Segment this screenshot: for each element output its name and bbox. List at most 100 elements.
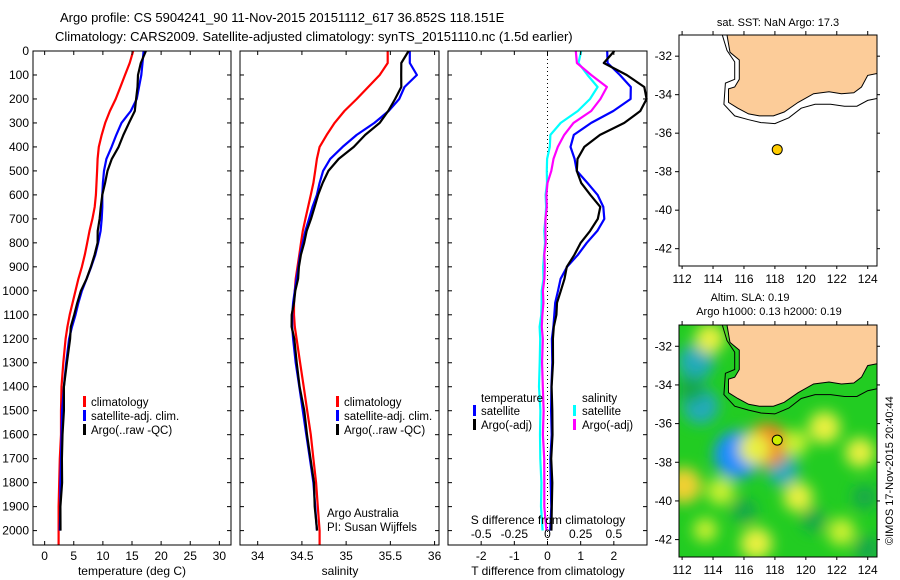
xtick2-label: -0.5: [471, 527, 492, 541]
difference-xlabel-temperature: T difference from climatology: [471, 564, 625, 578]
xtick-label: 34: [251, 549, 265, 563]
ytick-label: 1100: [3, 308, 29, 322]
ytick-label: 900: [9, 260, 29, 274]
xtick2-label: -0.25: [501, 527, 529, 541]
sla-anomaly-blob: [740, 527, 773, 557]
temperature-ticks: 0100200300400500600700800900100011001200…: [2, 44, 231, 563]
xtick-label: 2: [610, 549, 617, 563]
series-line-climatology: [292, 51, 389, 545]
ytick-label: 300: [9, 116, 29, 130]
argo-float-marker: [771, 434, 783, 446]
map-xtick-label: 122: [827, 563, 847, 577]
series-line-argo-raw-qc-: [290, 50, 410, 531]
legend-swatch-climatology: [83, 396, 86, 407]
ytick-label: 1600: [2, 428, 29, 442]
ytick-label: 1400: [2, 380, 29, 394]
series-line-salinity-argo-adj-: [540, 50, 609, 531]
map-ytick-label: -32: [655, 49, 673, 63]
salinity-legend: climatology satellite-adj. clim. Argo(..…: [336, 396, 432, 437]
map-ytick-label: -40: [655, 494, 673, 508]
ytick-label: 1000: [2, 284, 29, 298]
map-xtick-label: 124: [858, 563, 878, 577]
sla-anomaly-blob: [781, 429, 809, 457]
temperature-lines: [57, 50, 147, 545]
ytick-label: 800: [9, 236, 29, 250]
salinity-panel: 34 34.5 35 35.5 36 salinity climatology sate…: [239, 50, 442, 578]
annotation-pi: PI: Susan Wijffels: [327, 522, 417, 534]
ytick-label: 500: [9, 164, 29, 178]
sla-map-title: Altim. SLA: 0.19: [711, 292, 790, 304]
legend-label-satellite: satellite-adj. clim.: [91, 411, 179, 423]
map-ytick-label: -42: [655, 242, 673, 256]
temperature-panel: 0100200300400500600700800900100011001200…: [2, 44, 232, 578]
sla-anomaly-blob: [827, 517, 856, 546]
sla-anomaly-blob: [731, 498, 757, 523]
xtick-label: -2: [476, 549, 487, 563]
sla-map-ticks: 112 114 116 118 120 122 124 -32 -34 -36 -38 -40 -42: [655, 321, 880, 577]
sla-anomaly-blob: [783, 482, 813, 512]
xtick2-label: 0.25: [569, 527, 593, 541]
ytick-label: 1200: [2, 332, 29, 346]
xtick2-label: 0: [544, 527, 551, 541]
ytick-label: 1700: [2, 452, 29, 466]
sla-anomaly-blob: [679, 467, 702, 504]
sla-map-subtitle: Argo h1000: 0.13 h2000: 0.19: [696, 306, 842, 318]
legend-label-climatology: climatology: [344, 397, 402, 409]
map-ytick-label: -38: [655, 455, 673, 469]
sla-anomaly-blob: [706, 477, 735, 506]
ytick-label: 2000: [2, 524, 29, 538]
sst-map-ticks: 112 114 116 118 120 122 124 -32 -34 -36 -38 -40 -42: [655, 31, 880, 286]
sst-map-box: [678, 34, 878, 267]
sla-map-area: [679, 325, 877, 557]
xtick2-label: 0.5: [605, 527, 622, 541]
sla-anomaly-blob: [808, 411, 841, 444]
argo-float-marker: [771, 144, 783, 156]
salinity-xlabel: salinity: [322, 564, 359, 578]
shelf-contour: [721, 325, 877, 415]
ytick-label: 1500: [2, 404, 29, 418]
ytick-label: 1300: [2, 356, 29, 370]
ytick-label: 600: [9, 188, 29, 202]
sla-anomaly-blob: [679, 343, 715, 380]
xtick-label: 5: [70, 549, 77, 563]
legend-swatch-sal-argo: [573, 419, 576, 430]
annotation-program: Argo Australia: [327, 508, 399, 520]
legend-swatch-satellite: [336, 410, 339, 421]
legend-label-temp-argo: Argo(-adj): [481, 420, 532, 432]
xtick-label: 10: [96, 549, 110, 563]
map-xtick-label: 118: [765, 272, 784, 286]
map-ytick-label: -34: [655, 378, 673, 392]
sla-anomaly-blob: [854, 536, 877, 557]
legend-label-sal-argo: Argo(-adj): [582, 420, 633, 432]
sla-anomaly-blob: [801, 508, 826, 533]
map-xtick-label: 120: [796, 272, 816, 286]
salinity-ticks: 34 34.5 35 35.5 36: [240, 50, 442, 563]
xtick-label: 0: [544, 549, 551, 563]
difference-axes-box: [447, 50, 648, 546]
difference-xlabel-salinity: S difference from climatology: [471, 513, 626, 527]
xtick-label: 35: [339, 549, 353, 563]
series-line-argo-raw-qc-: [59, 50, 147, 531]
sla-anomaly-blob: [695, 325, 725, 354]
map-ytick-label: -32: [655, 339, 673, 353]
temperature-legend: climatology satellite-adj. clim. Argo(..…: [83, 396, 179, 437]
sla-anomaly-blob: [852, 484, 877, 510]
sla-anomaly-blob: [693, 517, 718, 542]
legend-label-argo: Argo(..raw -QC): [91, 425, 172, 437]
map-xtick-label: 112: [673, 563, 692, 577]
xtick-label: 34.5: [290, 549, 314, 563]
ytick-label: 200: [9, 92, 29, 106]
ytick-label: 1900: [2, 500, 29, 514]
legend-title-salinity: salinity: [582, 393, 617, 405]
temperature-xlabel: temperature (deg C): [78, 564, 186, 578]
sla-map-panel: Altim. SLA: 0.19 Argo h1000: 0.13 h2000:…: [655, 292, 880, 577]
legend-swatch-temp-argo: [473, 419, 476, 430]
map-xtick-label: 124: [858, 272, 878, 286]
series-line-temperature-argo-adj-: [550, 50, 648, 531]
series-line-salinity-satellite: [537, 50, 599, 531]
map-ytick-label: -34: [655, 88, 673, 102]
map-xtick-label: 120: [796, 563, 816, 577]
sla-anomaly-blob: [679, 374, 706, 403]
xtick-label: 36: [428, 549, 442, 563]
xtick-label: 25: [184, 549, 198, 563]
